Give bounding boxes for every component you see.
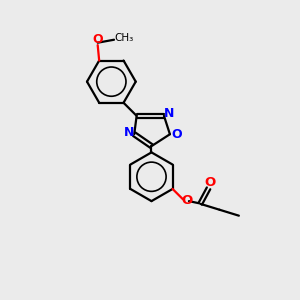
Text: O: O <box>171 128 182 141</box>
Text: N: N <box>164 107 174 120</box>
Text: CH₃: CH₃ <box>114 33 134 43</box>
Text: O: O <box>182 194 193 207</box>
Text: O: O <box>204 176 216 190</box>
Text: N: N <box>124 126 134 139</box>
Text: O: O <box>92 33 103 46</box>
